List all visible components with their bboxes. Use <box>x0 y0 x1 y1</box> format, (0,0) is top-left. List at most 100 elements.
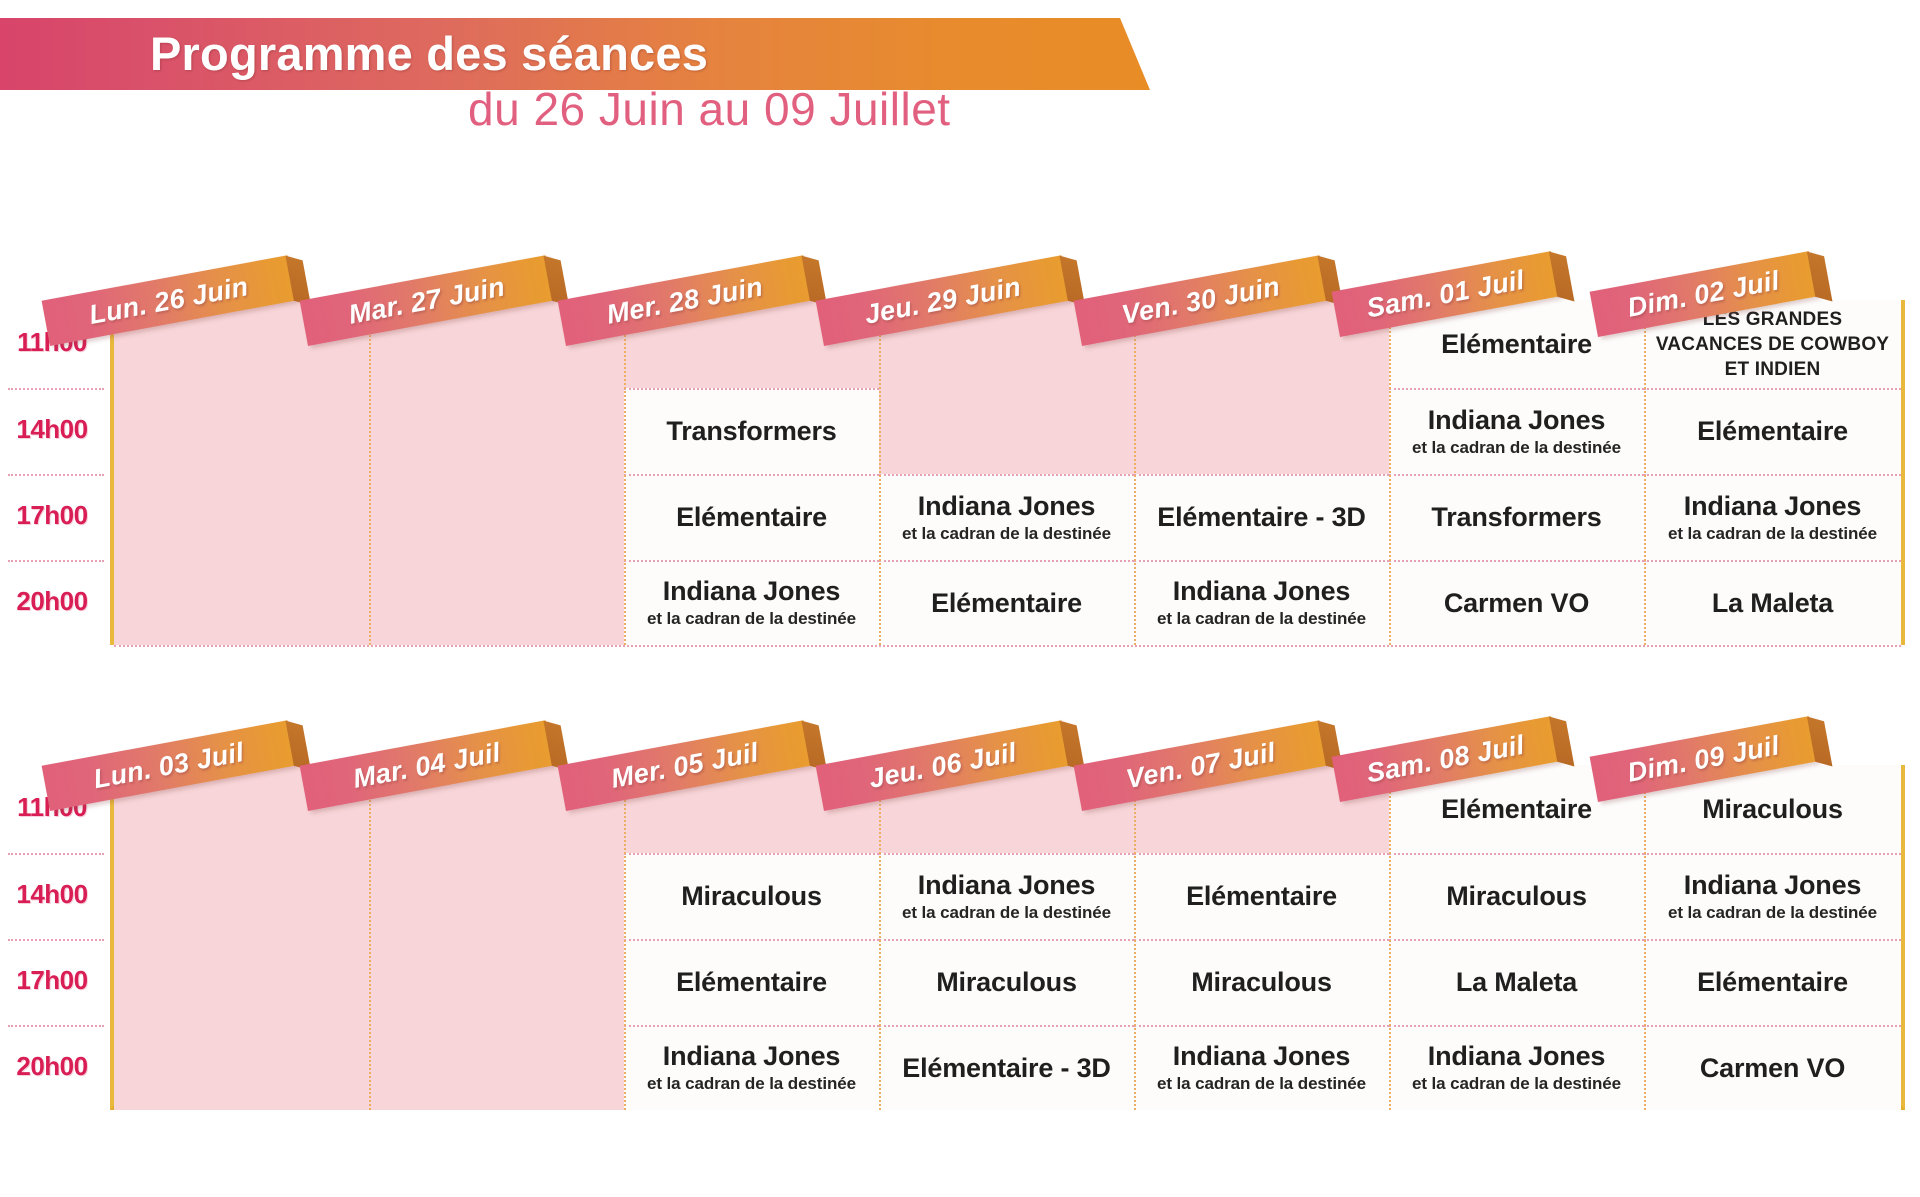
time-row-divider <box>8 1025 104 1027</box>
schedule-cell[interactable]: Elémentaire - 3D <box>879 1025 1134 1110</box>
schedule-day-column: Elémentaire Miraculous Indiana Jones et la … <box>1134 765 1389 1110</box>
cell-column-divider <box>879 300 881 645</box>
schedule-cell[interactable]: Indiana Jones et la cadran de la destinée <box>1134 560 1389 645</box>
schedule-cell[interactable]: Indiana Jones et la cadran de la destinée <box>1389 388 1644 474</box>
schedule-cell[interactable]: Carmen VO <box>1644 1025 1901 1110</box>
cell-column-divider <box>624 765 626 1110</box>
page-subtitle: du 26 Juin au 09 Juillet <box>468 83 951 135</box>
schedule-cell[interactable]: Elémentaire <box>879 560 1134 645</box>
time-label: 17h00 <box>16 965 88 995</box>
film-subtitle: et la cadran de la destinée <box>902 902 1111 922</box>
film-title: Elémentaire <box>1441 794 1592 824</box>
film-title: Elémentaire <box>676 967 827 997</box>
schedule-cell-empty <box>1134 388 1389 474</box>
cell-column-divider <box>369 765 371 1110</box>
schedule-day-column: Elémentaire Miraculous La Maleta Indiana Jo… <box>1389 765 1644 1110</box>
film-title: Carmen VO <box>1443 587 1590 618</box>
schedule-day-column <box>114 765 369 1110</box>
schedule-day-column <box>114 300 369 645</box>
film-title: Miraculous <box>1702 794 1843 824</box>
cell-column-divider <box>624 300 626 645</box>
schedule-day-column: Indiana Jones et la cadran de la destinée… <box>879 300 1134 645</box>
schedule-grid: Transformers Elémentaire Indiana Jones et l… <box>114 300 1901 647</box>
page-title: Programme des séances <box>150 27 709 80</box>
schedule-cell[interactable]: Indiana Jones et la cadran de la destinée <box>1134 1025 1389 1110</box>
schedule-cell[interactable]: Elémentaire <box>1644 388 1901 474</box>
schedule-cell[interactable]: Indiana Jones et la cadran de la destinée <box>1644 853 1901 939</box>
cell-row-divider <box>1389 560 1644 562</box>
schedule-cell[interactable]: Indiana Jones et la cadran de la destinée <box>879 853 1134 939</box>
film-title: Miraculous <box>1191 967 1332 997</box>
cell-row-divider <box>624 474 879 476</box>
schedule-cell[interactable]: Miraculous <box>1389 853 1644 939</box>
schedule-cell[interactable]: Miraculous <box>879 939 1134 1025</box>
schedule-cell-empty <box>369 560 624 645</box>
cell-row-divider <box>1134 853 1389 855</box>
time-label: 20h00 <box>16 1050 88 1081</box>
schedule-cell[interactable]: Elémentaire <box>624 939 879 1025</box>
schedule-cell[interactable]: La Maleta <box>1389 939 1644 1025</box>
cell-column-divider <box>1134 300 1136 645</box>
schedule-cell[interactable]: Elémentaire - 3D <box>1134 474 1389 560</box>
film-title: Transformers <box>666 416 837 446</box>
cell-row-divider <box>879 1025 1134 1027</box>
cell-row-divider <box>624 560 879 562</box>
schedule-day-column: Miraculous Elémentaire Indiana Jones et la … <box>624 765 879 1110</box>
cell-row-divider <box>879 474 1134 476</box>
schedule-day-column: Elémentaire - 3D Indiana Jones et la cadra… <box>1134 300 1389 645</box>
schedule-cell-empty <box>114 1025 369 1110</box>
cell-row-divider <box>1389 1025 1644 1027</box>
time-label: 20h00 <box>16 585 88 616</box>
film-title: Indiana Jones <box>1683 869 1862 900</box>
schedule-cell[interactable]: Indiana Jones et la cadran de la destinée <box>624 560 879 645</box>
cell-row-divider <box>1644 474 1901 476</box>
schedule-cell[interactable]: Transformers <box>624 388 879 474</box>
film-subtitle: et la cadran de la destinée <box>1668 902 1877 922</box>
cell-row-divider <box>879 939 1134 941</box>
schedule-cell[interactable]: Indiana Jones et la cadran de la destinée <box>624 1025 879 1110</box>
film-title: Miraculous <box>936 967 1077 997</box>
film-subtitle: et la cadran de la destinée <box>1157 1074 1366 1093</box>
cell-row-divider <box>879 853 1134 855</box>
cell-row-divider <box>1644 1025 1901 1027</box>
cell-column-divider <box>1389 300 1391 645</box>
schedule-cell[interactable]: Miraculous <box>624 853 879 939</box>
schedule-cell[interactable]: Miraculous <box>1134 939 1389 1025</box>
schedule-cell-empty <box>114 474 369 560</box>
schedule-cell[interactable]: Elémentaire <box>1644 939 1901 1025</box>
schedule-cell[interactable]: Elémentaire <box>1134 853 1389 939</box>
schedule-cell[interactable]: Indiana Jones et la cadran de la destinée <box>1644 474 1901 560</box>
cell-row-divider <box>1644 388 1901 390</box>
schedule-cell-empty <box>114 939 369 1025</box>
film-title: Elémentaire <box>676 502 827 532</box>
schedule-cell[interactable]: Indiana Jones et la cadran de la destinée <box>879 474 1134 560</box>
film-title: Elémentaire <box>1186 881 1337 911</box>
schedule-day-column: LES GRANDES VACANCES DE COWBOY ET INDIEN… <box>1644 300 1901 645</box>
cell-row-divider <box>1134 1025 1389 1027</box>
film-subtitle: et la cadran de la destinée <box>1412 437 1621 457</box>
schedule-cell[interactable]: La Maleta <box>1644 560 1901 645</box>
schedule-cell[interactable]: Elémentaire <box>624 474 879 560</box>
schedule-cell[interactable]: Carmen VO <box>1389 560 1644 645</box>
cell-row-divider <box>1134 560 1389 562</box>
cell-column-divider <box>879 765 881 1110</box>
film-title: Indiana Jones <box>662 576 841 606</box>
schedule-cell[interactable]: Indiana Jones et la cadran de la destinée <box>1389 1025 1644 1110</box>
film-subtitle: et la cadran de la destinée <box>1668 523 1877 543</box>
cell-row-divider <box>879 560 1134 562</box>
cell-column-divider <box>1644 765 1646 1110</box>
time-label: 17h00 <box>16 500 88 530</box>
film-title: Miraculous <box>681 881 822 911</box>
schedule-cell[interactable]: Transformers <box>1389 474 1644 560</box>
cell-row-divider <box>624 853 879 855</box>
grid-bottom-divider <box>114 645 1901 647</box>
schedule-cell-empty <box>369 939 624 1025</box>
film-title: Indiana Jones <box>1427 1041 1606 1071</box>
film-title: Indiana Jones <box>917 869 1096 900</box>
schedule-cell-empty <box>369 474 624 560</box>
schedule-frame <box>110 300 1905 645</box>
schedule-grid: Miraculous Elémentaire Indiana Jones et la … <box>114 765 1901 1110</box>
cell-row-divider <box>624 388 879 390</box>
cell-column-divider <box>369 300 371 645</box>
time-row-divider <box>8 853 104 855</box>
